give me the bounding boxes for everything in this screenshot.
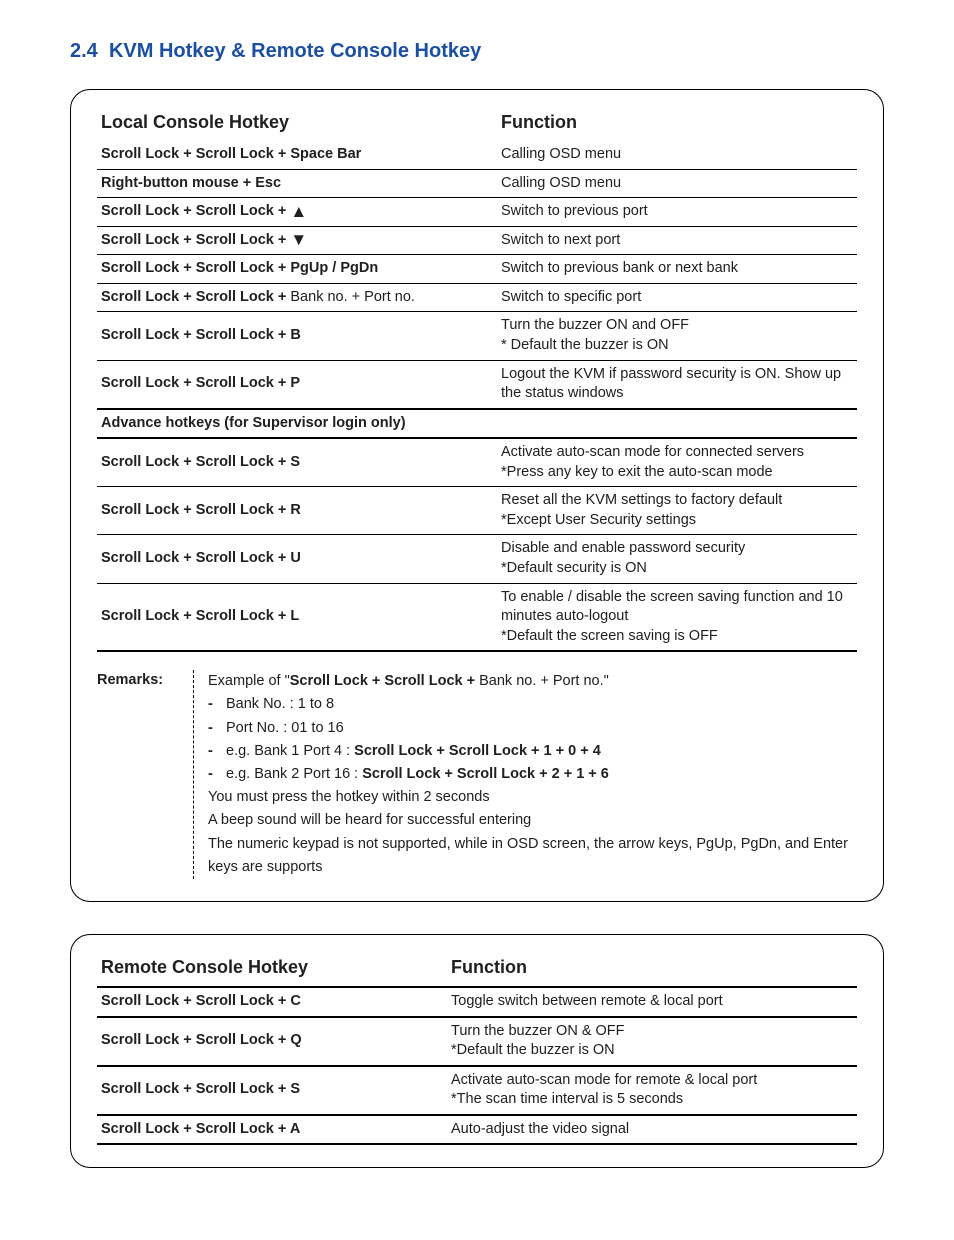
remarks-body: Example of "Scroll Lock + Scroll Lock + … [193,670,857,879]
local-th-hotkey: Local Console Hotkey [97,108,497,141]
table-row: Scroll Lock + Scroll Lock + SActivate au… [97,438,857,487]
local-hotkey-table: Local Console Hotkey Function Scroll Loc… [97,108,857,652]
local-row-function: Switch to previous port [497,198,857,227]
local-row-hotkey: Scroll Lock + Scroll Lock + Bank no. + P… [97,283,497,312]
local-adv-row-hotkey: Scroll Lock + Scroll Lock + R [97,487,497,535]
remarks-bullet: -e.g. Bank 1 Port 4 : Scroll Lock + Scro… [208,740,857,763]
advance-subheading: Advance hotkeys (for Supervisor login on… [97,409,857,439]
local-adv-row-hotkey: Scroll Lock + Scroll Lock + U [97,535,497,583]
local-hotkey-panel: Local Console Hotkey Function Scroll Loc… [70,89,884,902]
local-row-hotkey: Right-button mouse + Esc [97,169,497,198]
local-row-function: Calling OSD menu [497,141,857,169]
local-row-function: Switch to previous bank or next bank [497,255,857,284]
remote-row-hotkey: Scroll Lock + Scroll Lock + Q [97,1017,447,1066]
section-title: 2.4 KVM Hotkey & Remote Console Hotkey [70,40,884,63]
remote-hotkey-panel: Remote Console Hotkey Function Scroll Lo… [70,934,884,1168]
local-th-function: Function [497,108,857,141]
remarks-line: The numeric keypad is not supported, whi… [208,833,857,879]
table-row: Scroll Lock + Scroll Lock + ▲Switch to p… [97,198,857,227]
table-row: Scroll Lock + Scroll Lock + LTo enable /… [97,583,857,651]
remote-hotkey-table: Remote Console Hotkey Function Scroll Lo… [97,953,857,1145]
section-number: 2.4 [70,40,98,62]
local-adv-row-function: Reset all the KVM settings to factory de… [497,487,857,535]
remarks-bullet: -Bank No. : 1 to 8 [208,693,857,716]
local-row-function: Turn the buzzer ON and OFF* Default the … [497,312,857,360]
local-adv-row-function: Disable and enable password security*Def… [497,535,857,583]
remote-th-function: Function [447,953,857,987]
local-row-function: Logout the KVM if password security is O… [497,360,857,409]
local-row-function: Switch to specific port [497,283,857,312]
local-adv-row-hotkey: Scroll Lock + Scroll Lock + L [97,583,497,651]
local-row-function: Switch to next port [497,226,857,255]
remarks-label: Remarks: [97,670,193,879]
table-row: Scroll Lock + Scroll Lock + PLogout the … [97,360,857,409]
remote-th-hotkey: Remote Console Hotkey [97,953,447,987]
table-row: Right-button mouse + EscCalling OSD menu [97,169,857,198]
table-row: Scroll Lock + Scroll Lock + CToggle swit… [97,987,857,1017]
local-adv-row-function: Activate auto-scan mode for connected se… [497,438,857,487]
table-row: Scroll Lock + Scroll Lock + RReset all t… [97,487,857,535]
table-row: Scroll Lock + Scroll Lock + BTurn the bu… [97,312,857,360]
remarks-line: You must press the hotkey within 2 secon… [208,786,857,809]
remote-row-hotkey: Scroll Lock + Scroll Lock + C [97,987,447,1017]
table-row: Scroll Lock + Scroll Lock + UDisable and… [97,535,857,583]
local-row-hotkey: Scroll Lock + Scroll Lock + Space Bar [97,141,497,169]
table-row: Scroll Lock + Scroll Lock + SActivate au… [97,1066,857,1115]
local-row-hotkey: Scroll Lock + Scroll Lock + B [97,312,497,360]
local-row-hotkey: Scroll Lock + Scroll Lock + PgUp / PgDn [97,255,497,284]
local-row-hotkey: Scroll Lock + Scroll Lock + P [97,360,497,409]
table-row: Scroll Lock + Scroll Lock + PgUp / PgDnS… [97,255,857,284]
remarks-bullet: -Port No. : 01 to 16 [208,717,857,740]
local-adv-row-function: To enable / disable the screen saving fu… [497,583,857,651]
remote-row-function: Auto-adjust the video signal [447,1115,857,1145]
remote-row-function: Turn the buzzer ON & OFF*Default the buz… [447,1017,857,1066]
remote-row-hotkey: Scroll Lock + Scroll Lock + A [97,1115,447,1145]
table-row: Scroll Lock + Scroll Lock + ▼Switch to n… [97,226,857,255]
table-row: Scroll Lock + Scroll Lock + Bank no. + P… [97,283,857,312]
remarks-intro: Example of "Scroll Lock + Scroll Lock + … [208,670,609,693]
local-row-hotkey: Scroll Lock + Scroll Lock + ▼ [97,226,497,255]
table-row: Scroll Lock + Scroll Lock + Space BarCal… [97,141,857,169]
local-adv-row-hotkey: Scroll Lock + Scroll Lock + S [97,438,497,487]
local-row-hotkey: Scroll Lock + Scroll Lock + ▲ [97,198,497,227]
table-row: Scroll Lock + Scroll Lock + AAuto-adjust… [97,1115,857,1145]
remarks-bullet: -e.g. Bank 2 Port 16 : Scroll Lock + Scr… [208,763,857,786]
table-row: Scroll Lock + Scroll Lock + QTurn the bu… [97,1017,857,1066]
remote-row-hotkey: Scroll Lock + Scroll Lock + S [97,1066,447,1115]
remote-row-function: Activate auto-scan mode for remote & loc… [447,1066,857,1115]
remote-row-function: Toggle switch between remote & local por… [447,987,857,1017]
remarks-block: Remarks: Example of "Scroll Lock + Scrol… [97,670,857,879]
section-name: KVM Hotkey & Remote Console Hotkey [109,40,481,62]
local-row-function: Calling OSD menu [497,169,857,198]
remarks-line: A beep sound will be heard for successfu… [208,809,857,832]
